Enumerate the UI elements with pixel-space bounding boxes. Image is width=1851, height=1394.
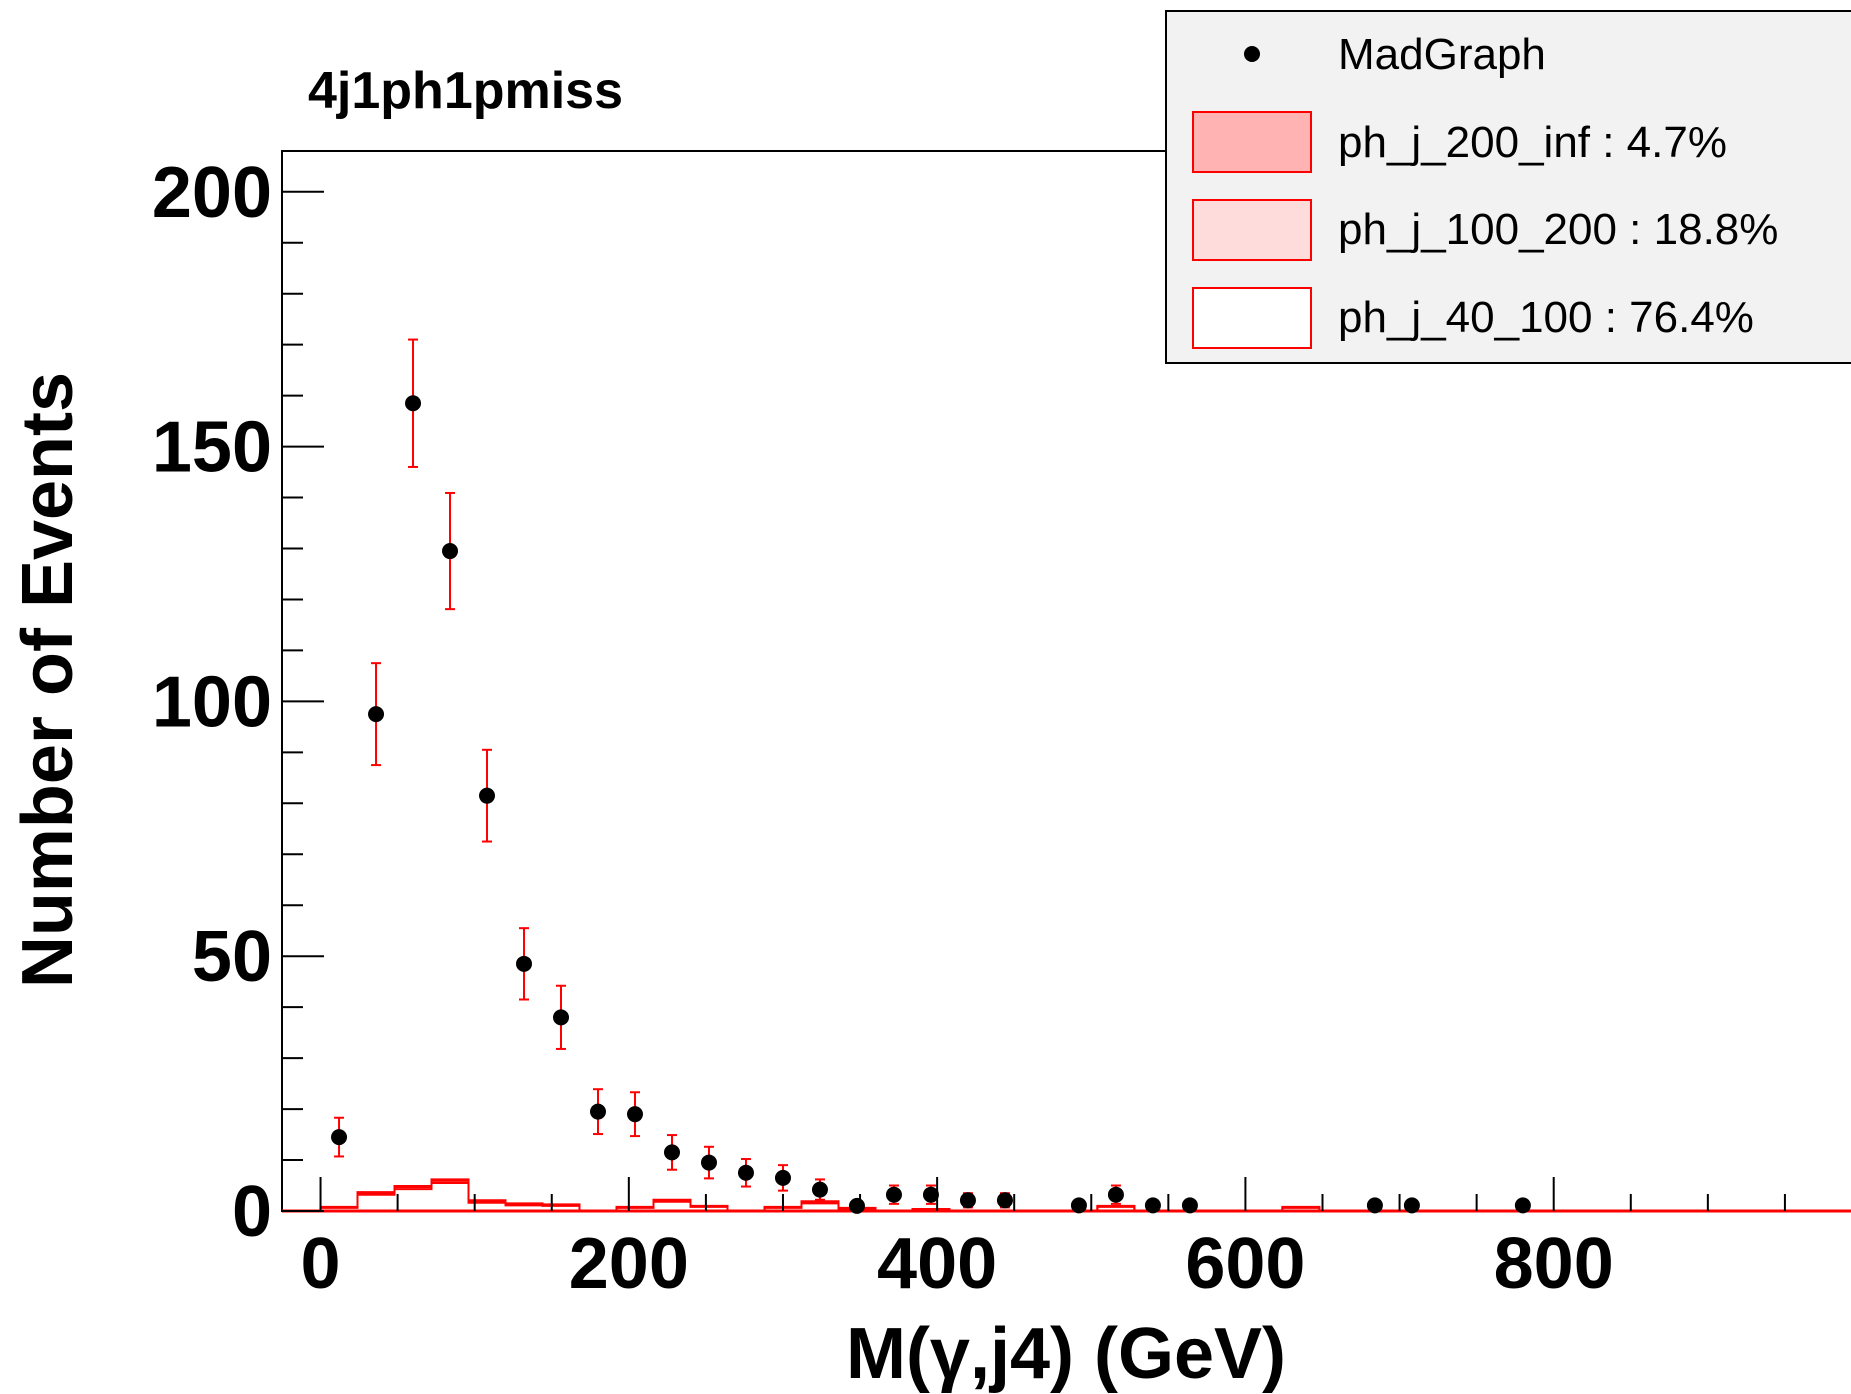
data-point (996, 1192, 1013, 1209)
legend-marker-madgraph (1244, 46, 1260, 62)
data-point (1070, 1197, 1087, 1214)
y-tick-label: 200 (152, 153, 272, 233)
x-axis: 0 200 400 600 800 (301, 1177, 1786, 1304)
x-tick-label: 400 (877, 1224, 997, 1304)
data-point (700, 1154, 717, 1171)
legend-swatch-ph-j-200-inf (1192, 111, 1312, 173)
x-tick-label: 0 (301, 1224, 341, 1304)
data-point (331, 1129, 348, 1146)
data-point (811, 1181, 828, 1198)
x-tick-label: 800 (1494, 1224, 1614, 1304)
y-tick-label: 0 (232, 1172, 272, 1252)
data-point (405, 395, 422, 412)
legend-label-ph-j-40-100: ph_j_40_100 : 76.4% (1338, 293, 1754, 342)
data-point (479, 787, 496, 804)
data-point (442, 543, 459, 560)
data-point (1144, 1197, 1161, 1214)
legend-label-ph-j-200-inf: ph_j_200_inf : 4.7% (1338, 118, 1727, 167)
legend-label-madgraph: MadGraph (1338, 30, 1546, 79)
y-tick-label: 150 (152, 408, 272, 488)
x-axis-title: M(γ,j4) (GeV) (846, 1314, 1286, 1394)
data-point (1107, 1186, 1124, 1203)
legend: MadGraph ph_j_200_inf : 4.7% ph_j_100_20… (1165, 10, 1851, 364)
y-axis: 0 50 100 150 200 (152, 153, 324, 1252)
x-tick-label: 600 (1185, 1224, 1305, 1304)
data-point (368, 706, 385, 723)
data-point (590, 1103, 606, 1120)
data-point (885, 1186, 902, 1203)
data-point (848, 1197, 865, 1214)
y-axis-title: Number of Events (8, 372, 88, 988)
data-point (553, 1009, 570, 1026)
error-bar-layer (334, 338, 1121, 1209)
histogram-layer (282, 1178, 1851, 1213)
data-point (1181, 1197, 1198, 1214)
data-point (959, 1192, 976, 1209)
y-tick-label: 50 (192, 917, 272, 997)
data-point (737, 1164, 754, 1181)
data-point (1366, 1197, 1383, 1214)
data-point (922, 1186, 939, 1203)
chart-title: 4j1ph1pmiss (308, 62, 623, 120)
legend-label-ph-j-100-200: ph_j_100_200 : 18.8% (1338, 205, 1778, 254)
legend-swatch-ph-j-100-200 (1192, 199, 1312, 261)
data-point-layer (331, 395, 1531, 1214)
data-point (626, 1106, 643, 1123)
data-point (1514, 1197, 1531, 1214)
data-point (516, 955, 533, 972)
legend-swatch-ph-j-40-100 (1192, 287, 1312, 349)
x-tick-label: 200 (569, 1224, 689, 1304)
data-point (774, 1169, 791, 1186)
data-point (663, 1144, 680, 1161)
y-tick-label: 100 (152, 662, 272, 742)
data-point (1403, 1197, 1420, 1214)
